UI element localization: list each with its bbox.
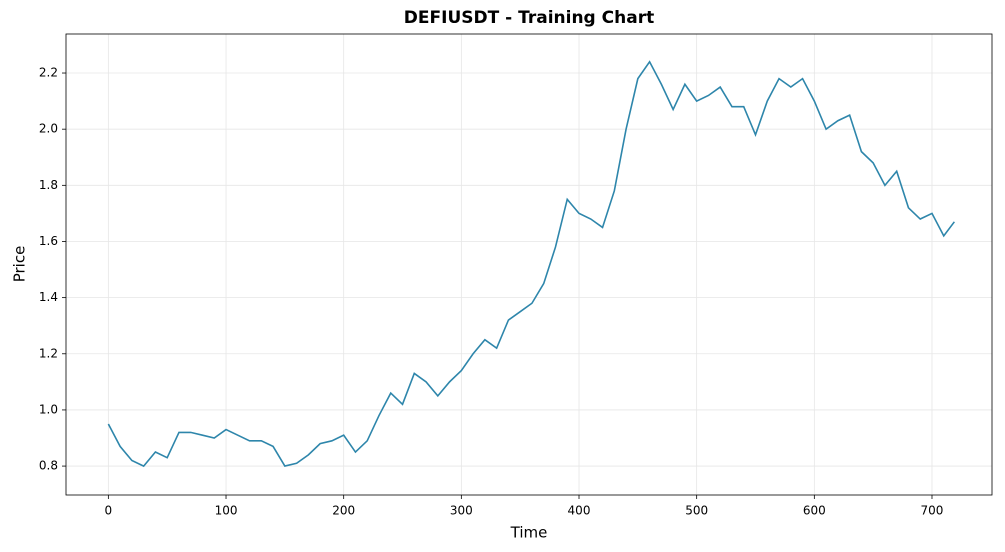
y-tick-label: 1.8: [39, 178, 58, 192]
x-tick-label: 400: [568, 504, 591, 518]
chart-title: DEFIUSDT - Training Chart: [404, 8, 654, 28]
x-tick-label: 0: [105, 504, 113, 518]
x-tick-label: 500: [685, 504, 708, 518]
x-tick-label: 100: [215, 504, 238, 518]
y-tick-label: 1.6: [39, 234, 58, 248]
y-tick-label: 1.4: [39, 290, 58, 304]
x-tick-label: 600: [803, 504, 826, 518]
y-tick-label: 1.2: [39, 346, 58, 360]
x-tick-label: 700: [921, 504, 944, 518]
y-tick-label: 1.0: [39, 402, 58, 416]
plot-frame: [65, 33, 993, 496]
x-tick-label: 200: [332, 504, 355, 518]
y-tick-label: 2.0: [39, 122, 58, 136]
y-tick-label: 2.2: [39, 66, 58, 80]
y-axis-label: Price: [11, 246, 29, 283]
x-tick-label: 300: [450, 504, 473, 518]
x-axis-label: Time: [510, 524, 548, 542]
price-line: [107, 60, 955, 468]
y-tick-label: 0.8: [39, 459, 58, 473]
